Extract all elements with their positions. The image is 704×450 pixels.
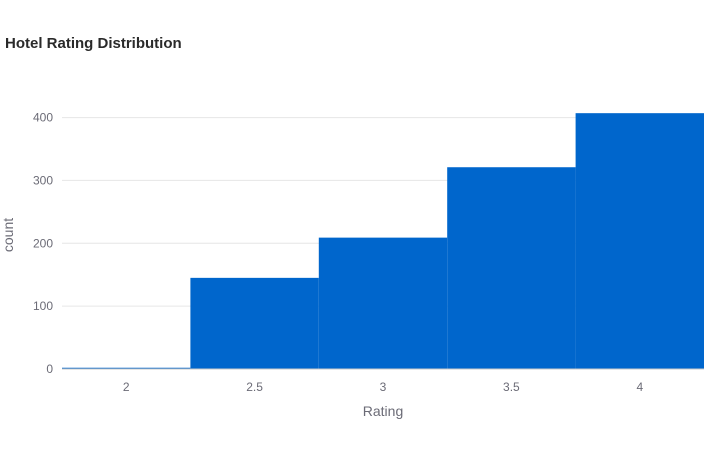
bar-3.5[interactable] <box>447 167 576 369</box>
x-axis-title: Rating <box>363 403 403 419</box>
x-tick-label: 2.5 <box>246 380 263 394</box>
x-tick-label: 2 <box>123 380 130 394</box>
y-tick-label: 300 <box>33 173 53 187</box>
y-axis-title: count <box>0 218 16 252</box>
bar-2[interactable] <box>62 367 191 369</box>
x-axis-ticks: 2 2.5 3 3.5 4 <box>123 380 644 394</box>
x-tick-label: 4 <box>636 380 643 394</box>
y-tick-label: 400 <box>33 111 53 125</box>
y-tick-label: 0 <box>46 362 53 376</box>
y-axis-ticks: 0 100 200 300 400 <box>33 111 53 376</box>
bar-4[interactable] <box>575 113 704 370</box>
x-tick-label: 3 <box>380 380 387 394</box>
bars <box>62 113 704 370</box>
x-tick-label: 3.5 <box>503 380 520 394</box>
bar-3[interactable] <box>318 237 448 369</box>
y-tick-label: 100 <box>33 299 53 313</box>
y-tick-label: 200 <box>33 236 53 250</box>
bar-2.5[interactable] <box>190 277 319 369</box>
chart-title: Hotel Rating Distribution <box>5 35 182 52</box>
